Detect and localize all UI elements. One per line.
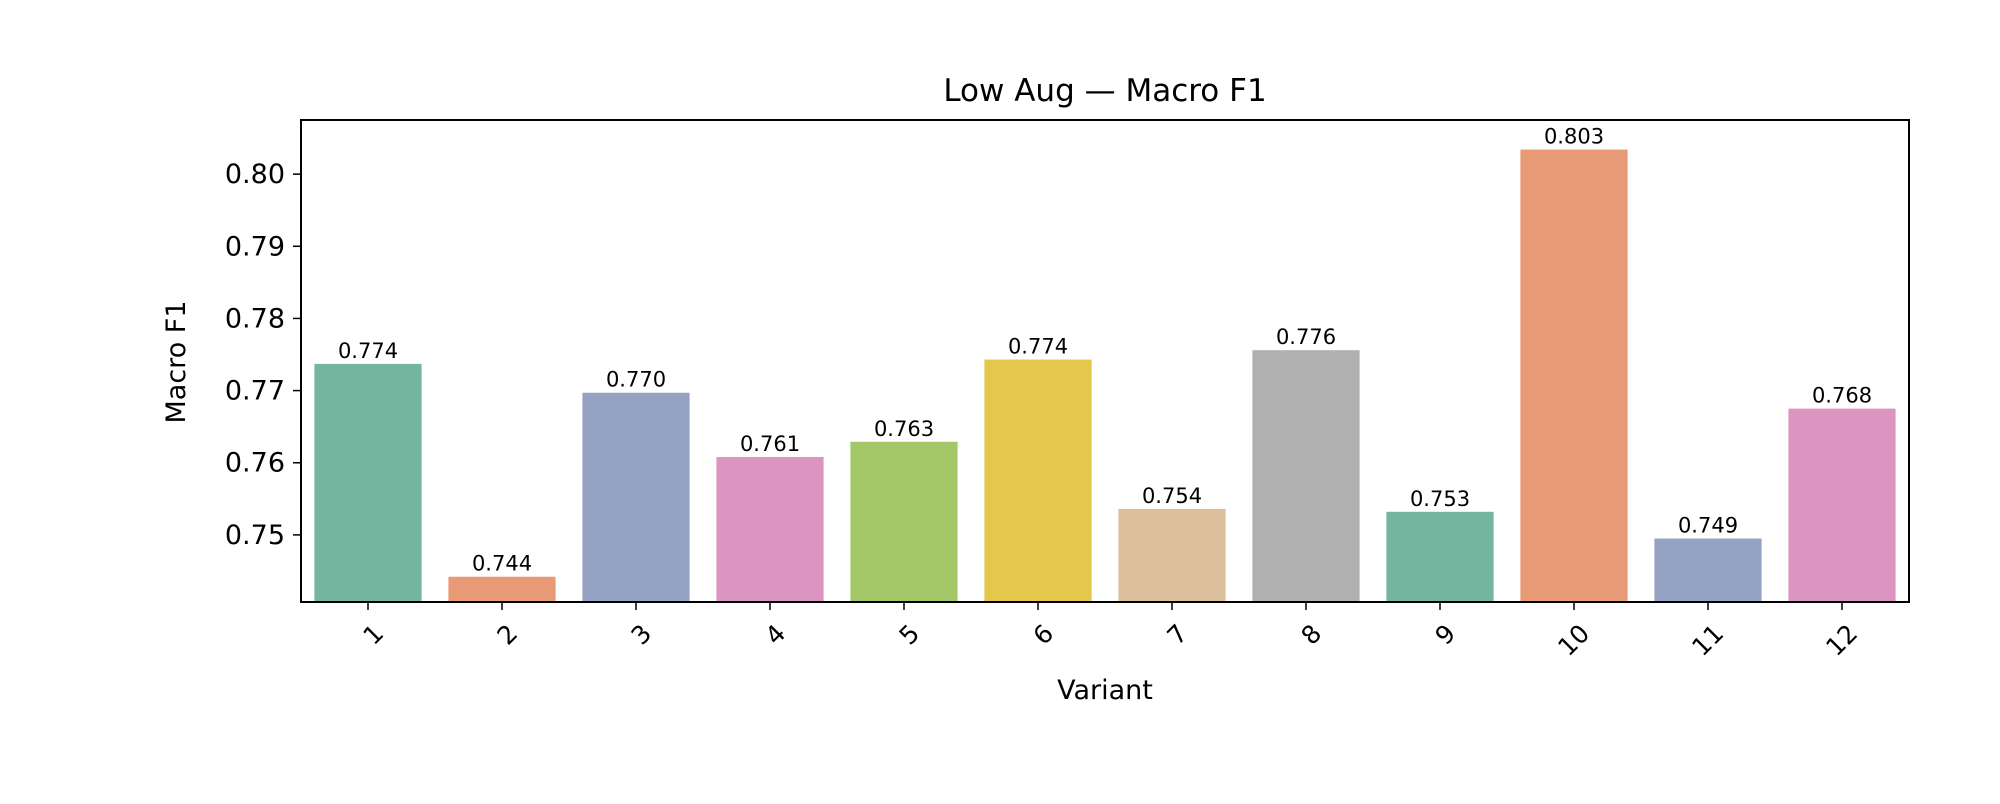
y-tick-label: 0.80 [225, 159, 285, 190]
bar-10 [1520, 149, 1628, 602]
data-label-2: 0.744 [472, 552, 532, 576]
data-label-3: 0.770 [606, 368, 666, 392]
x-tick-label-4: 4 [760, 619, 792, 651]
data-label-11: 0.749 [1678, 514, 1738, 538]
bar-2 [448, 576, 556, 602]
x-tick-label-1: 1 [358, 619, 390, 651]
y-tick-label: 0.77 [225, 376, 285, 407]
data-label-7: 0.754 [1142, 484, 1202, 508]
bar-6 [984, 359, 1092, 602]
bar-11 [1654, 538, 1762, 602]
x-tick-label-10: 10 [1552, 619, 1595, 662]
x-tick-label-5: 5 [894, 619, 926, 651]
chart-title: Low Aug — Macro F1 [943, 73, 1266, 109]
y-tick-label: 0.79 [225, 231, 285, 262]
plot-frame [300, 119, 1910, 603]
bar-1 [314, 363, 422, 602]
data-label-10: 0.803 [1544, 125, 1604, 149]
bar-3 [582, 392, 690, 602]
data-label-8: 0.776 [1276, 325, 1336, 349]
data-labels-layer: 0.774 0.744 0.770 0.761 0.763 0.774 0.754 0.776… [338, 125, 1872, 576]
data-label-6: 0.774 [1008, 335, 1068, 359]
y-tick-label: 0.78 [225, 303, 285, 334]
data-label-4: 0.761 [740, 432, 800, 456]
bars-layer [314, 149, 1896, 602]
bar-12 [1788, 408, 1896, 602]
x-tick-label-2: 2 [492, 619, 524, 651]
x-axis-label: Variant [1057, 675, 1153, 706]
bar-8 [1252, 350, 1360, 602]
bar-4 [716, 456, 824, 602]
x-tick-label-6: 6 [1028, 619, 1060, 651]
data-label-9: 0.753 [1410, 487, 1470, 511]
data-label-5: 0.763 [874, 417, 934, 441]
x-tick-label-8: 8 [1296, 619, 1328, 651]
bar-5 [850, 441, 958, 602]
bar-7 [1118, 508, 1226, 602]
x-tick-label-12: 12 [1820, 619, 1863, 662]
y-axis-label: Macro F1 [161, 300, 192, 423]
x-tick-label-9: 9 [1430, 619, 1462, 651]
y-tick-label: 0.75 [225, 520, 285, 551]
x-tick-label-3: 3 [626, 619, 658, 651]
x-tick-label-7: 7 [1162, 619, 1194, 651]
x-tick-label-11: 11 [1686, 619, 1729, 662]
data-label-1: 0.774 [338, 339, 398, 363]
y-tick-label: 0.76 [225, 448, 285, 479]
data-label-12: 0.768 [1812, 384, 1872, 408]
bar-9 [1386, 511, 1494, 602]
